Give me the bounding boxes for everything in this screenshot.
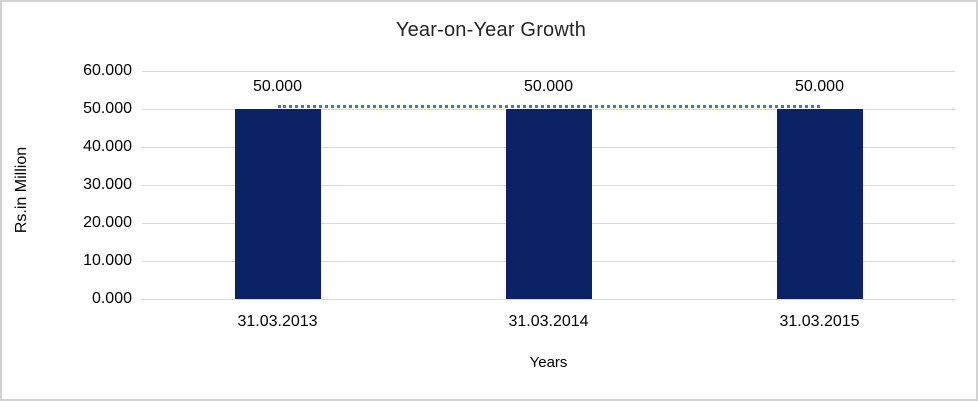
y-tick-label: 40.000 bbox=[83, 138, 132, 155]
y-tick-label: 10.000 bbox=[83, 252, 132, 269]
plot-area: 50.000 31.03.2013 50.000 31.03.2014 50.000 31… bbox=[142, 71, 955, 330]
bar bbox=[234, 109, 321, 299]
x-tick-label: 31.03.2014 bbox=[508, 313, 589, 330]
y-tick-label: 0.000 bbox=[91, 290, 132, 307]
bar-value-label: 50.000 bbox=[253, 78, 302, 95]
bar-value-label: 50.000 bbox=[524, 78, 573, 95]
y-tick-label: 60.000 bbox=[83, 62, 132, 79]
bar bbox=[776, 109, 863, 299]
x-tick-label: 31.03.2015 bbox=[779, 313, 860, 330]
y-tick-label: 30.000 bbox=[83, 176, 132, 193]
trendline-series bbox=[277, 105, 820, 108]
chart-title: Year-on-Year Growth bbox=[395, 19, 587, 41]
y-axis-title: Rs.in Million bbox=[13, 146, 30, 234]
x-tick-label: 31.03.2013 bbox=[237, 313, 318, 330]
x-axis-title: Years bbox=[529, 354, 568, 371]
gridline bbox=[142, 299, 955, 300]
y-tick-label: 50.000 bbox=[83, 100, 132, 117]
bar bbox=[505, 109, 592, 299]
y-tick-label: 20.000 bbox=[83, 214, 132, 231]
gridline bbox=[142, 71, 955, 72]
bar-value-label: 50.000 bbox=[795, 78, 844, 95]
